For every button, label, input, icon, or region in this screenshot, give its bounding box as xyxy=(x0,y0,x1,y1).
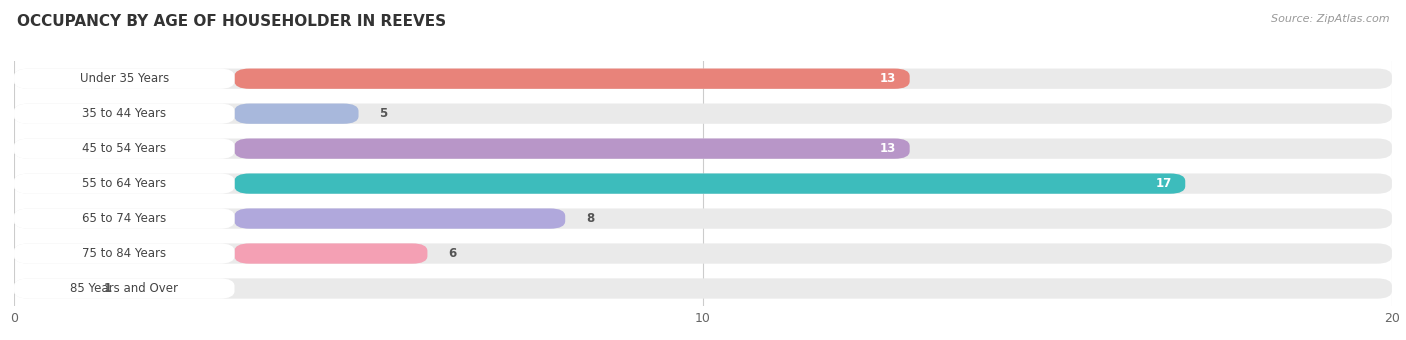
FancyBboxPatch shape xyxy=(14,173,1392,194)
Text: 85 Years and Over: 85 Years and Over xyxy=(70,282,179,295)
FancyBboxPatch shape xyxy=(14,138,1392,159)
Text: 8: 8 xyxy=(586,212,595,225)
FancyBboxPatch shape xyxy=(14,243,235,264)
Text: 55 to 64 Years: 55 to 64 Years xyxy=(82,177,166,190)
FancyBboxPatch shape xyxy=(235,138,910,159)
Text: 13: 13 xyxy=(880,142,896,155)
Text: 75 to 84 Years: 75 to 84 Years xyxy=(82,247,166,260)
Text: 17: 17 xyxy=(1156,177,1171,190)
Text: 45 to 54 Years: 45 to 54 Years xyxy=(82,142,166,155)
FancyBboxPatch shape xyxy=(14,278,235,299)
FancyBboxPatch shape xyxy=(235,208,565,229)
FancyBboxPatch shape xyxy=(14,69,1392,89)
Text: Under 35 Years: Under 35 Years xyxy=(80,72,169,85)
FancyBboxPatch shape xyxy=(235,103,359,124)
FancyBboxPatch shape xyxy=(14,138,235,159)
FancyBboxPatch shape xyxy=(14,243,1392,264)
FancyBboxPatch shape xyxy=(235,69,910,89)
Text: 65 to 74 Years: 65 to 74 Years xyxy=(82,212,166,225)
Text: 13: 13 xyxy=(880,72,896,85)
Text: Source: ZipAtlas.com: Source: ZipAtlas.com xyxy=(1271,14,1389,23)
FancyBboxPatch shape xyxy=(14,208,235,229)
FancyBboxPatch shape xyxy=(14,103,235,124)
FancyBboxPatch shape xyxy=(14,278,1392,299)
FancyBboxPatch shape xyxy=(14,69,235,89)
FancyBboxPatch shape xyxy=(235,243,427,264)
FancyBboxPatch shape xyxy=(235,173,1185,194)
Text: OCCUPANCY BY AGE OF HOUSEHOLDER IN REEVES: OCCUPANCY BY AGE OF HOUSEHOLDER IN REEVE… xyxy=(17,14,446,29)
FancyBboxPatch shape xyxy=(14,173,235,194)
FancyBboxPatch shape xyxy=(14,103,1392,124)
Text: 5: 5 xyxy=(380,107,388,120)
Text: 6: 6 xyxy=(449,247,457,260)
Text: 1: 1 xyxy=(104,282,111,295)
FancyBboxPatch shape xyxy=(14,208,1392,229)
Text: 35 to 44 Years: 35 to 44 Years xyxy=(82,107,166,120)
